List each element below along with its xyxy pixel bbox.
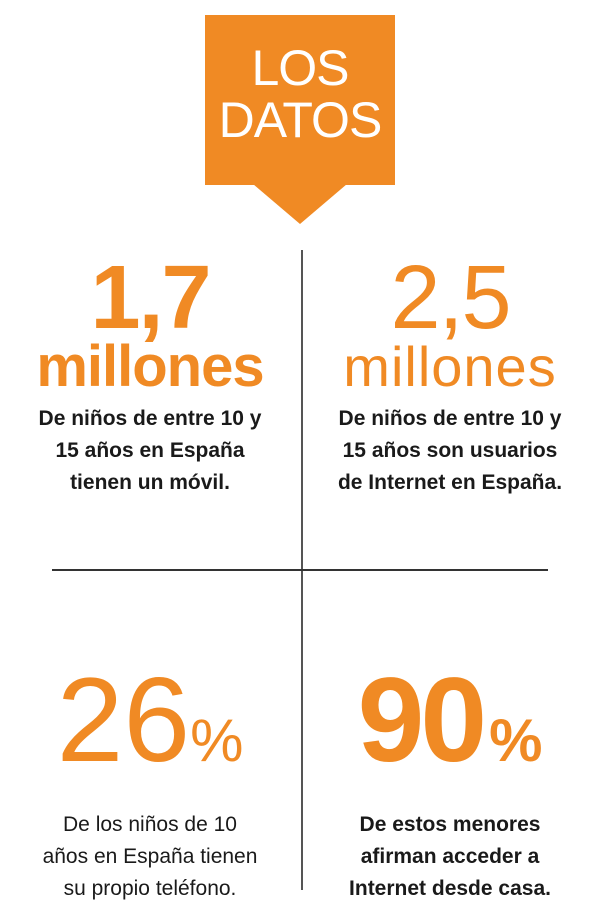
stat-unit: % [489,707,543,774]
stat-value-row: 90% [305,660,595,799]
description-line: De los niños de 10 [63,813,237,836]
banner-title-line2: DATOS [218,92,383,148]
description-line: Internet desde casa. [349,877,551,900]
description-line: de Internet en España. [337,471,563,494]
description-line: De niños de entre 10 y [38,407,262,430]
banner-arrow [253,184,347,224]
banner-title: LOS DATOS [205,42,395,146]
description-line: De estos menores [359,813,541,836]
stat-value: 2,5 [390,248,511,348]
description-line: 15 años son usuarios [342,439,558,462]
header-banner [205,15,395,185]
stat-unit: millones [36,334,264,399]
stat-value-row: 26% [0,660,300,799]
description-line: su propio teléfono. [63,877,237,900]
stat-description: De niños de entre 10 y 15 años son usuar… [310,403,590,499]
stat-value: 1,7 [90,248,211,348]
horizontal-divider [52,569,548,571]
stat-description: De estos menores afirman acceder a Inter… [305,809,595,905]
stat-own-phone: 26% De los niños de 10 años en España ti… [0,660,300,905]
stat-description: De niños de entre 10 y 15 años en España… [10,403,290,499]
stat-description: De los niños de 10 años en España tienen… [0,809,300,905]
banner-title-line1: LOS [251,40,349,96]
stat-value: 90 [357,653,487,787]
stat-unit: millones [343,335,557,398]
description-line: años en España tienen [42,845,258,868]
description-line: afirman acceder a [360,845,540,868]
description-line: De niños de entre 10 y [338,407,562,430]
stat-mobile-owners: 1,7 millones De niños de entre 10 y 15 a… [10,248,290,499]
stat-home-access: 90% De estos menores afirman acceder a I… [305,660,595,905]
description-line: tienen un móvil. [70,471,230,494]
stat-internet-users: 2,5 millones De niños de entre 10 y 15 a… [310,248,590,499]
description-line: 15 años en España [55,439,245,462]
stat-unit: % [190,707,244,774]
stat-value: 26 [56,653,191,787]
